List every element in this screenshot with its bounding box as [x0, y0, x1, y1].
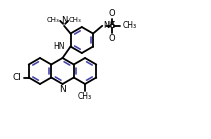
- Text: N: N: [61, 16, 67, 25]
- Text: O: O: [109, 34, 116, 43]
- Text: NH: NH: [103, 21, 115, 30]
- Text: Cl: Cl: [13, 73, 22, 82]
- Text: HN: HN: [53, 42, 65, 51]
- Text: N: N: [59, 85, 66, 94]
- Text: CH₃: CH₃: [122, 21, 136, 30]
- Text: S: S: [109, 21, 115, 30]
- Text: CH₃: CH₃: [69, 17, 82, 23]
- Text: CH₃: CH₃: [46, 17, 59, 23]
- Text: CH₃: CH₃: [78, 92, 92, 101]
- Text: O: O: [109, 9, 116, 18]
